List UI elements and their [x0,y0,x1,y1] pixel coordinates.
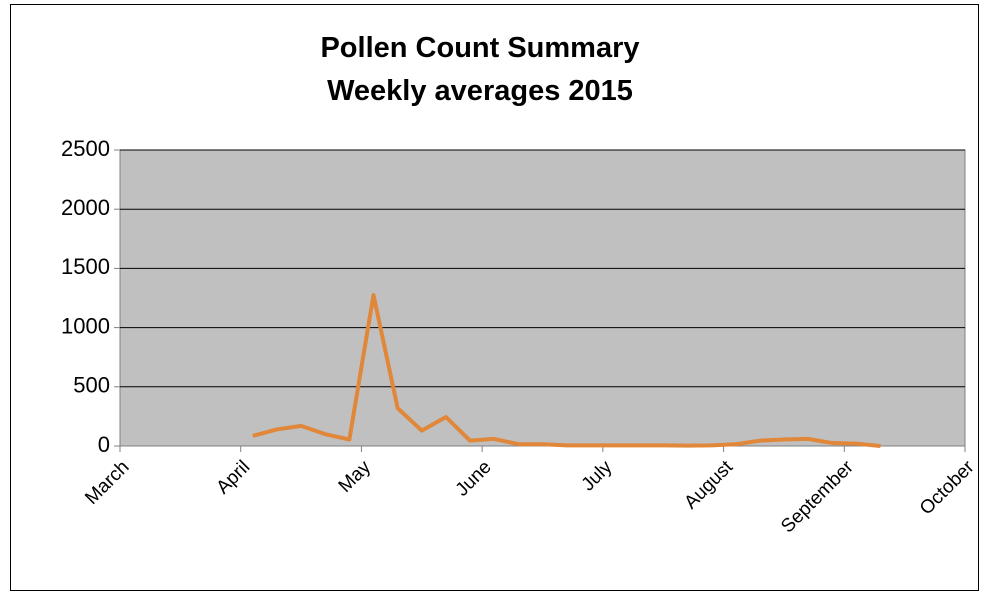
y-tick-label: 0 [98,432,110,457]
plot-area [119,149,966,447]
y-tick-label: 2000 [61,195,110,220]
y-tick-label: 1000 [61,313,110,338]
y-tick-label: 1500 [61,254,110,279]
chart-title: Pollen Count Summary [320,32,639,64]
y-tick-label: 2500 [61,136,110,161]
data-line [252,293,881,448]
y-tick-label: 500 [73,373,110,398]
chart-subtitle: Weekly averages 2015 [327,75,633,107]
